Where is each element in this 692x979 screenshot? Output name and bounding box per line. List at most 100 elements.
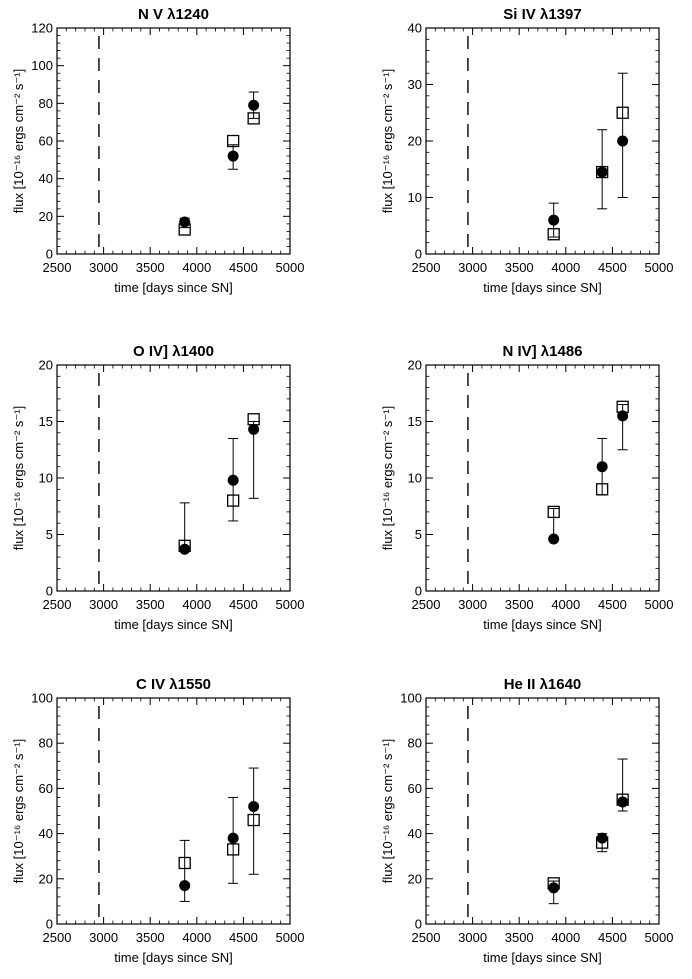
plot-frame bbox=[56, 697, 291, 925]
x-tick-label: 4500 bbox=[598, 930, 627, 945]
data-point-open-square bbox=[247, 112, 260, 125]
data-point-open-square bbox=[547, 228, 560, 241]
x-tick-label: 4000 bbox=[182, 597, 211, 612]
data-point-open-square bbox=[616, 793, 629, 806]
data-point-filled-circle bbox=[596, 832, 608, 844]
x-tick-label: 4000 bbox=[551, 260, 580, 275]
chart-title: O IV] λ1400 bbox=[133, 343, 214, 360]
chart-title: He II λ1640 bbox=[504, 676, 582, 693]
y-tick-label: 80 bbox=[408, 736, 422, 751]
chart-panel: C IV λ1550 2500 3000 3500 4000 4500 5000 0 20 40 6… bbox=[11, 676, 304, 965]
y-tick-label: 10 bbox=[39, 471, 53, 486]
y-tick-label: 20 bbox=[39, 871, 53, 886]
y-tick-label: 10 bbox=[408, 190, 422, 205]
x-tick-label: 4500 bbox=[229, 930, 258, 945]
data-point-filled-circle bbox=[179, 880, 191, 892]
x-tick-label: 2500 bbox=[412, 930, 441, 945]
data-point-open-square bbox=[595, 165, 609, 179]
y-tick-label: 120 bbox=[31, 21, 53, 36]
x-axis-label: time [days since SN] bbox=[114, 280, 233, 295]
y-tick-label: 40 bbox=[408, 826, 422, 841]
chart-panel: N IV] λ1486 2500 3000 3500 4000 4500 5000 0 5 10 1… bbox=[380, 343, 673, 632]
y-tick-label: 80 bbox=[39, 96, 53, 111]
x-tick-label: 3500 bbox=[505, 930, 534, 945]
data-point-filled-circle bbox=[248, 423, 260, 435]
x-tick-label: 4000 bbox=[182, 930, 211, 945]
x-tick-label: 4500 bbox=[598, 260, 627, 275]
chart-title: Si IV λ1397 bbox=[503, 6, 581, 23]
y-tick-label: 100 bbox=[400, 691, 422, 706]
y-axis-label: flux [10⁻¹⁶ ergs cm⁻² s⁻¹] bbox=[380, 739, 395, 883]
x-tick-label: 2500 bbox=[412, 597, 441, 612]
x-tick-label: 3000 bbox=[89, 597, 118, 612]
x-tick-label: 3500 bbox=[136, 930, 165, 945]
y-tick-label: 100 bbox=[31, 58, 53, 73]
x-axis-label: time [days since SN] bbox=[483, 617, 602, 632]
x-tick-label: 4000 bbox=[551, 597, 580, 612]
data-point-filled-circle bbox=[179, 216, 191, 228]
x-tick-label: 2500 bbox=[43, 930, 72, 945]
y-tick-label: 0 bbox=[46, 917, 53, 932]
data-point-open-square bbox=[178, 223, 191, 236]
x-tick-label: 3000 bbox=[89, 260, 118, 275]
y-tick-label: 0 bbox=[46, 247, 53, 262]
y-tick-label: 0 bbox=[415, 584, 422, 599]
y-axis-label: flux [10⁻¹⁶ ergs cm⁻² s⁻¹] bbox=[380, 69, 395, 213]
data-point-filled-circle bbox=[596, 166, 608, 178]
chart-panel: He II λ1640 2500 3000 3500 4000 4500 5000 0 20 40… bbox=[380, 676, 673, 965]
data-point-open-square bbox=[226, 134, 240, 148]
y-tick-label: 60 bbox=[408, 781, 422, 796]
x-axis-label: time [days since SN] bbox=[114, 617, 233, 632]
y-tick-label: 40 bbox=[408, 21, 422, 36]
x-tick-label: 5000 bbox=[645, 930, 674, 945]
y-tick-label: 20 bbox=[408, 871, 422, 886]
plot-frame bbox=[425, 364, 660, 592]
y-tick-label: 20 bbox=[39, 358, 53, 373]
y-tick-label: 0 bbox=[46, 584, 53, 599]
y-axis-label: flux [10⁻¹⁶ ergs cm⁻² s⁻¹] bbox=[380, 406, 395, 550]
data-point-filled-circle bbox=[227, 832, 239, 844]
y-tick-label: 15 bbox=[39, 414, 53, 429]
chart-title: N V λ1240 bbox=[138, 6, 209, 23]
y-tick-label: 15 bbox=[408, 414, 422, 429]
y-axis-label: flux [10⁻¹⁶ ergs cm⁻² s⁻¹] bbox=[11, 739, 26, 883]
plot-frame bbox=[425, 697, 660, 925]
x-axis-label: time [days since SN] bbox=[483, 950, 602, 965]
x-tick-label: 5000 bbox=[276, 260, 305, 275]
y-tick-label: 0 bbox=[415, 917, 422, 932]
x-tick-label: 3500 bbox=[136, 597, 165, 612]
x-tick-label: 3000 bbox=[89, 930, 118, 945]
x-tick-label: 2500 bbox=[43, 260, 72, 275]
y-tick-label: 40 bbox=[39, 826, 53, 841]
data-point-open-square bbox=[247, 813, 260, 827]
y-tick-label: 100 bbox=[31, 691, 53, 706]
chart-panel: Si IV λ1397 2500 3000 3500 4000 4500 5000 0 10 20… bbox=[380, 6, 673, 295]
data-point-open-square bbox=[595, 836, 609, 849]
plot-frame bbox=[56, 27, 291, 255]
x-tick-label: 2500 bbox=[412, 260, 441, 275]
y-tick-label: 10 bbox=[408, 471, 422, 486]
x-tick-label: 5000 bbox=[276, 597, 305, 612]
y-tick-label: 40 bbox=[39, 171, 53, 186]
data-point-open-square bbox=[226, 843, 240, 856]
data-point-open-square bbox=[616, 400, 629, 413]
data-point-open-square bbox=[616, 106, 629, 119]
x-tick-label: 4000 bbox=[551, 930, 580, 945]
data-point-open-square bbox=[226, 494, 240, 507]
y-tick-label: 60 bbox=[39, 134, 53, 149]
data-point-filled-circle bbox=[617, 135, 629, 147]
data-point-open-square bbox=[178, 856, 191, 870]
data-point-filled-circle bbox=[548, 214, 560, 226]
y-tick-label: 20 bbox=[39, 209, 53, 224]
data-point-filled-circle bbox=[227, 474, 239, 486]
x-axis-label: time [days since SN] bbox=[114, 950, 233, 965]
x-tick-label: 3000 bbox=[458, 930, 487, 945]
y-tick-label: 80 bbox=[39, 736, 53, 751]
data-point-filled-circle bbox=[248, 99, 260, 111]
x-tick-label: 4500 bbox=[229, 597, 258, 612]
x-tick-label: 5000 bbox=[645, 260, 674, 275]
x-tick-label: 4000 bbox=[182, 260, 211, 275]
x-axis-label: time [days since SN] bbox=[483, 280, 602, 295]
y-tick-label: 5 bbox=[415, 527, 422, 542]
